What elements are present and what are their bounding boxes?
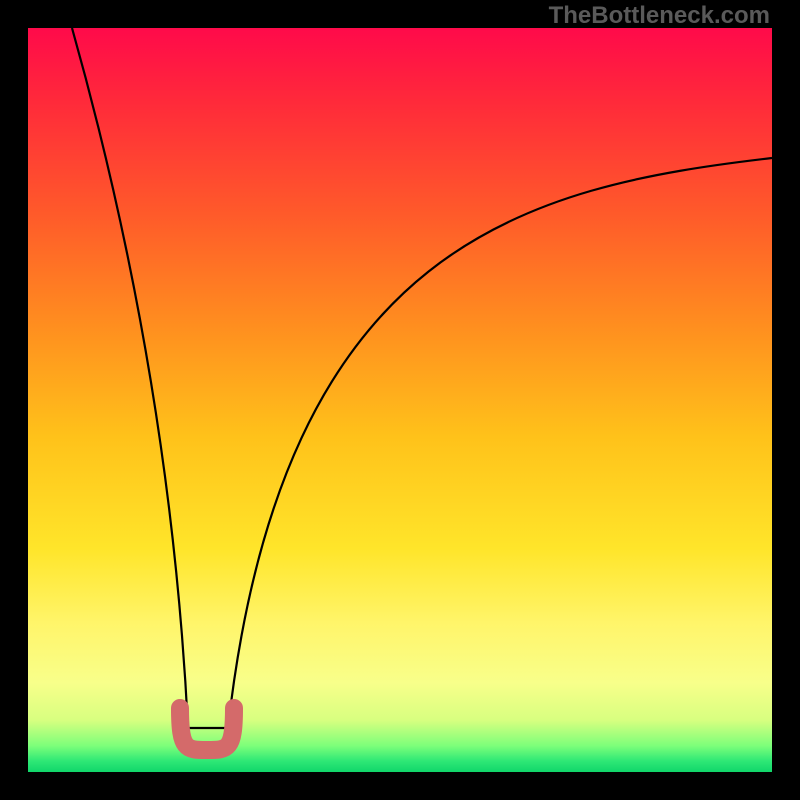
plot-area <box>28 28 772 772</box>
curve-layer <box>28 28 772 772</box>
bottleneck-curve <box>72 28 772 728</box>
chart-frame: TheBottleneck.com <box>0 0 800 800</box>
watermark-text: TheBottleneck.com <box>549 2 770 30</box>
